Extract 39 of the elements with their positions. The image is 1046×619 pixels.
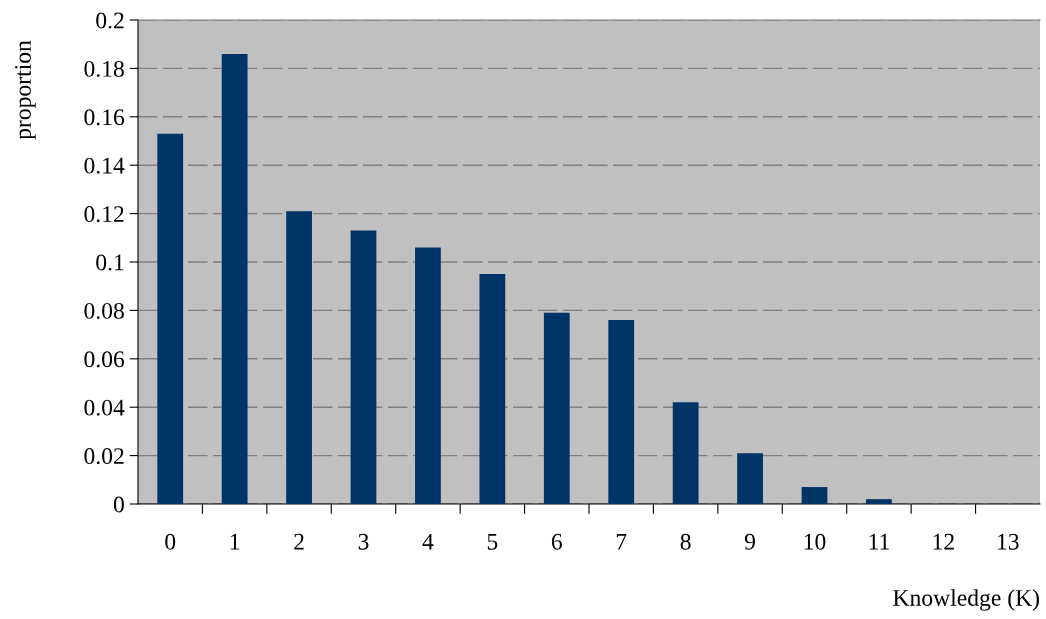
x-tick-label: 4 [422,533,434,550]
bar [866,499,892,504]
bar [737,453,763,504]
y-tick-label: 0 [113,496,124,513]
x-tick-label: 12 [933,533,954,550]
y-axis-title: proportion [15,40,36,140]
x-tick-label: 6 [551,533,562,550]
bar [801,487,828,504]
y-tick-label: 0.12 [84,206,124,223]
y-tick-label: 0.1 [96,254,124,271]
bar [608,320,635,504]
y-tick-label: 0.2 [96,12,124,29]
y-tick-label: 0.06 [84,351,125,368]
x-tick-label: 9 [744,533,756,550]
bar [672,402,699,504]
y-tick-label: 0.08 [84,302,124,319]
x-tick-label: 7 [616,533,627,550]
x-tick-label: 3 [358,533,369,550]
y-tick-label: 0.14 [84,157,125,174]
bar [286,211,312,504]
bar [479,274,506,504]
bar [221,53,248,504]
x-tick-label: 5 [487,533,498,550]
x-tick-label: 1 [230,533,240,550]
y-tick-label: 0.02 [84,448,124,465]
x-axis-title: Knowledge (K) [893,589,1039,611]
x-tick-label: 2 [294,533,304,550]
x-tick-label: 0 [165,533,176,550]
y-tick-label: 0.04 [84,399,125,416]
bar [157,133,184,504]
bar [350,230,377,504]
y-tick-label: 0.16 [84,109,125,126]
bar [543,312,570,504]
x-tick-label: 8 [680,533,691,550]
y-tick-label: 0.18 [84,60,124,77]
bar [415,247,441,504]
x-tick-label: 10 [804,533,826,550]
x-tick-label: 11 [869,533,889,550]
x-tick-label: 13 [998,533,1019,550]
